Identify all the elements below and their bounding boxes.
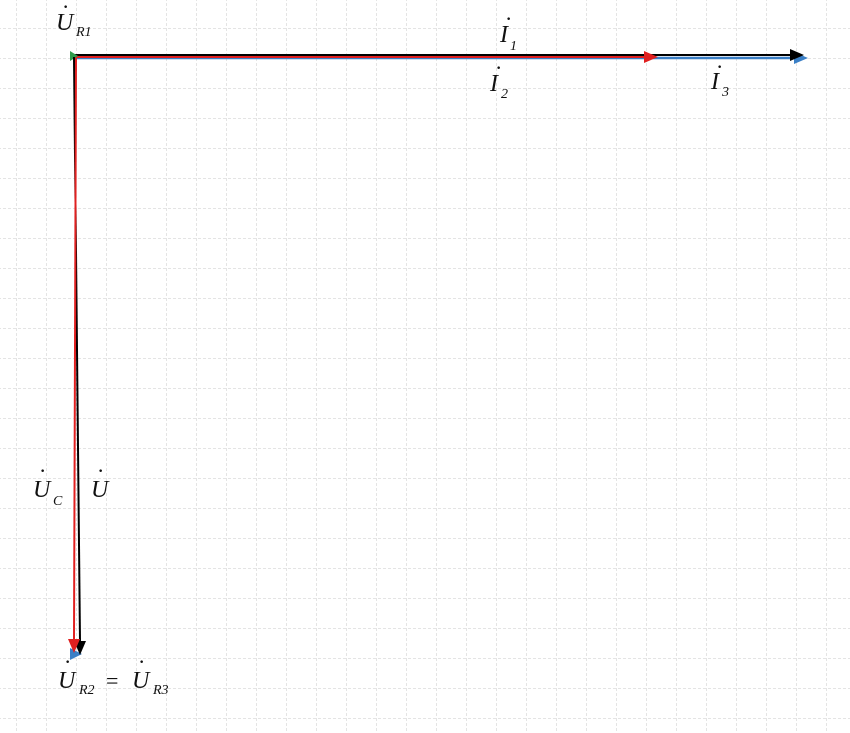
label-u-c: · U C	[33, 458, 63, 509]
label-u-r3-sub: R3	[152, 683, 169, 698]
label-i3-main: I	[710, 69, 720, 95]
label-u-c-main: U	[33, 477, 52, 503]
svg-text:·: ·	[716, 54, 723, 79]
label-u-r1-main: U	[56, 10, 75, 36]
label-u-r1: · U R1	[56, 0, 92, 40]
svg-text:·: ·	[62, 0, 69, 19]
label-u-c-sub: C	[53, 494, 63, 509]
i2-arrowhead	[644, 51, 658, 63]
label-u-r3-main: U	[132, 668, 151, 694]
svg-text:·: ·	[39, 458, 46, 483]
label-u-r1-sub: R1	[75, 25, 92, 40]
label-u-r2-main: U	[58, 668, 77, 694]
label-u-r2-equals-u-r3: · U R2 = · U R3	[58, 649, 169, 698]
label-equals: =	[106, 668, 118, 693]
label-i3: · I 3	[710, 54, 729, 100]
u-c-arrowhead	[68, 639, 80, 653]
label-i3-sub: 3	[721, 85, 729, 100]
u-c-vector-line	[73, 57, 77, 641]
label-i2-sub: 2	[501, 87, 508, 102]
label-u: · U	[91, 458, 110, 503]
u-r2-arrowhead	[70, 648, 82, 660]
svg-text:·: ·	[505, 6, 512, 31]
i1-arrowhead	[790, 49, 804, 61]
label-u-r2-sub: R2	[78, 683, 95, 698]
label-i1-main: I	[499, 22, 509, 48]
u-r1-arrowhead	[70, 51, 78, 61]
label-i2-main: I	[489, 71, 499, 97]
svg-text:·: ·	[138, 649, 145, 674]
label-i1: · I 1	[499, 6, 517, 54]
svg-text:·: ·	[64, 649, 71, 674]
label-i1-sub: 1	[510, 39, 517, 54]
label-i2: · I 2	[489, 55, 508, 102]
svg-text:·: ·	[97, 458, 104, 483]
svg-text:·: ·	[495, 55, 502, 80]
label-u-main: U	[91, 477, 110, 503]
